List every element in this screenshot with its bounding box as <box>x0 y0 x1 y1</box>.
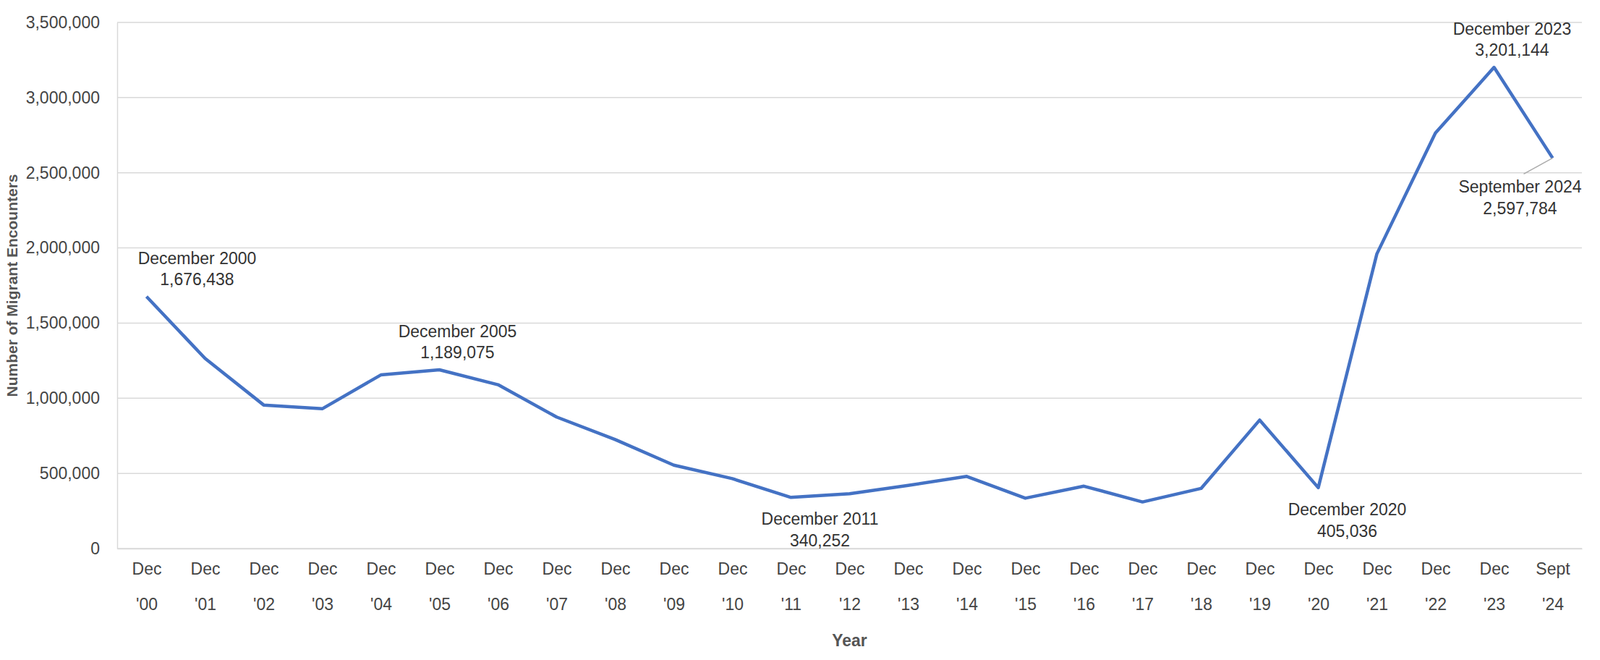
data-label: 1,676,438 <box>159 269 234 289</box>
x-tick: Dec'22 <box>1421 548 1451 614</box>
x-tick-label: Dec'09 <box>659 559 690 613</box>
annotation-text: December 2011 <box>761 509 879 529</box>
x-tick-label: Dec'16 <box>1069 559 1100 613</box>
y-tick: 1,000,000 <box>26 388 118 408</box>
x-tick-label: Dec'08 <box>601 559 631 613</box>
y-tick: 3,000,000 <box>26 88 118 108</box>
plot-area <box>146 67 1553 502</box>
y-tick: 0 <box>90 538 118 558</box>
x-axis-title: Year <box>831 630 868 650</box>
x-tick: Sept'24 <box>1535 548 1571 614</box>
x-tick: Dec'20 <box>1304 548 1334 614</box>
y-tick-label: 2,500,000 <box>26 163 100 183</box>
x-tick-label: Dec'19 <box>1245 559 1276 613</box>
grid-line <box>117 322 1582 325</box>
grid <box>117 22 1582 549</box>
x-tick-label: Dec'23 <box>1479 559 1510 613</box>
annotations: December 20001,676,438 December 20051,189… <box>138 19 1582 550</box>
x-tick-label: Sept'24 <box>1535 559 1571 613</box>
grid-line <box>117 247 1582 249</box>
y-tick-label: 2,000,000 <box>26 237 100 257</box>
x-tick-label: Dec'06 <box>483 559 514 613</box>
x-tick: Dec'14 <box>952 548 983 614</box>
leader-line <box>1524 157 1553 174</box>
x-tick-label: Dec'17 <box>1128 559 1159 613</box>
y-tick: 1,500,000 <box>26 313 118 333</box>
x-tick: Dec'21 <box>1362 548 1393 614</box>
annotation-text: December 2005 <box>398 321 518 341</box>
x-tick-label: Dec'02 <box>249 559 280 613</box>
chart: 0 500,000 1,000,000 1,500,000 2,000,000 2,500… <box>0 0 1600 660</box>
x-tick-label: Dec'13 <box>894 559 924 613</box>
data-label: 1,189,075 <box>420 342 495 362</box>
x-tick: Dec'18 <box>1186 548 1217 614</box>
annotation-text: December 2000 <box>138 248 257 268</box>
x-tick-label: Dec'10 <box>718 559 748 613</box>
x-axis: Dec'00 Dec'01 Dec'02 Dec'03 Dec'04 Dec'05 Dec'… <box>117 548 1583 614</box>
annotation-text: September 2024 <box>1458 177 1582 197</box>
annotation-text: December 2020 <box>1288 499 1407 519</box>
x-tick: Dec'09 <box>659 548 690 614</box>
x-tick: Dec'10 <box>718 548 748 614</box>
x-tick-label: Dec'20 <box>1304 559 1334 613</box>
x-tick: Dec'12 <box>835 548 866 614</box>
x-tick-label: Dec'18 <box>1186 559 1217 613</box>
y-tick-label: 1,500,000 <box>26 313 100 333</box>
data-label: 3,201,144 <box>1474 40 1550 60</box>
data-label: 2,597,784 <box>1482 198 1558 218</box>
annotation-text: December 2023 <box>1453 19 1572 39</box>
x-tick: Dec'08 <box>601 548 631 614</box>
x-tick: Dec'05 <box>425 548 455 614</box>
y-tick-label: 500,000 <box>39 463 100 483</box>
y-tick: 3,500,000 <box>26 13 118 32</box>
x-tick: Dec'06 <box>483 548 514 614</box>
x-tick-label: Dec'04 <box>366 559 397 613</box>
line-series <box>146 67 1553 502</box>
x-tick: Dec'00 <box>132 548 163 614</box>
y-tick: 500,000 <box>39 463 118 483</box>
x-tick: Dec'15 <box>1011 548 1041 614</box>
data-label: 340,252 <box>789 530 850 550</box>
y-axis-title: Number of Migrant Encounters <box>3 173 21 397</box>
x-tick: Dec'07 <box>542 548 573 614</box>
x-tick: Dec'01 <box>190 548 221 614</box>
x-tick-label: Dec'05 <box>425 559 455 613</box>
x-tick: Dec'03 <box>308 548 338 614</box>
x-tick: Dec'02 <box>249 548 280 614</box>
x-tick-label: Dec'15 <box>1011 559 1041 613</box>
y-tick: 2,000,000 <box>26 237 118 257</box>
x-tick-label: Dec'12 <box>835 559 866 613</box>
grid-line <box>117 172 1582 174</box>
y-axis-line <box>117 23 119 550</box>
y-axis: 0 500,000 1,000,000 1,500,000 2,000,000 2,500… <box>26 13 118 558</box>
y-tick: 2,500,000 <box>26 163 118 183</box>
x-tick: Dec'04 <box>366 548 397 614</box>
y-tick-label: 1,000,000 <box>26 388 100 408</box>
y-tick-label: 3,000,000 <box>26 88 100 108</box>
grid-line <box>117 21 1582 24</box>
x-tick-label: Dec'00 <box>132 559 163 613</box>
x-tick: Dec'23 <box>1479 548 1510 614</box>
x-tick-label: Dec'21 <box>1362 559 1393 613</box>
y-tick-label: 0 <box>90 538 100 558</box>
x-tick-label: Dec'07 <box>542 559 573 613</box>
x-tick-label: Dec'01 <box>190 559 221 613</box>
x-tick: Dec'16 <box>1069 548 1100 614</box>
x-tick: Dec'13 <box>894 548 924 614</box>
x-tick-label: Dec'11 <box>776 559 807 613</box>
x-tick: Dec'17 <box>1128 548 1159 614</box>
x-tick-label: Dec'22 <box>1421 559 1451 613</box>
x-tick: Dec'11 <box>776 548 807 614</box>
x-tick: Dec'19 <box>1245 548 1276 614</box>
y-tick-label: 3,500,000 <box>26 13 100 32</box>
x-tick-label: Dec'03 <box>308 559 338 613</box>
grid-line <box>117 472 1582 474</box>
data-label: 405,036 <box>1317 521 1378 541</box>
grid-line <box>117 96 1582 99</box>
x-tick-label: Dec'14 <box>952 559 983 613</box>
